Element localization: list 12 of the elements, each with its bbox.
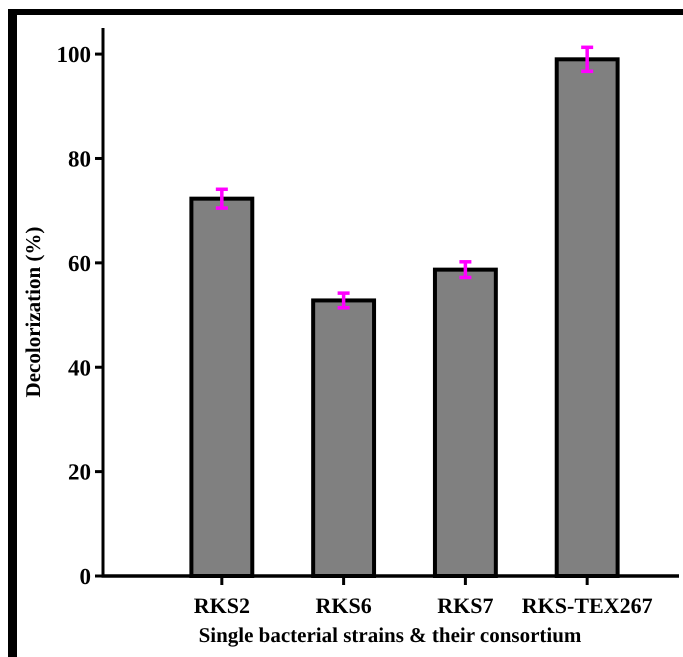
x-axis-title: Single bacterial strains & their consortium — [198, 623, 582, 647]
y-tick-label: 60 — [68, 250, 91, 276]
y-axis-title: Decolorization (%) — [21, 226, 45, 398]
y-tick-label: 100 — [56, 42, 91, 68]
y-tick-label: 40 — [68, 355, 91, 380]
y-tick-label: 0 — [80, 564, 91, 590]
x-tick-label: RKS6 — [315, 593, 372, 618]
y-tick-label: 20 — [68, 460, 91, 485]
y-tick-label: 80 — [68, 146, 91, 172]
x-tick-label: RKS2 — [194, 593, 250, 618]
x-tick-label: RKS-TEX267 — [522, 593, 653, 618]
x-tick-label: RKS7 — [437, 593, 494, 618]
